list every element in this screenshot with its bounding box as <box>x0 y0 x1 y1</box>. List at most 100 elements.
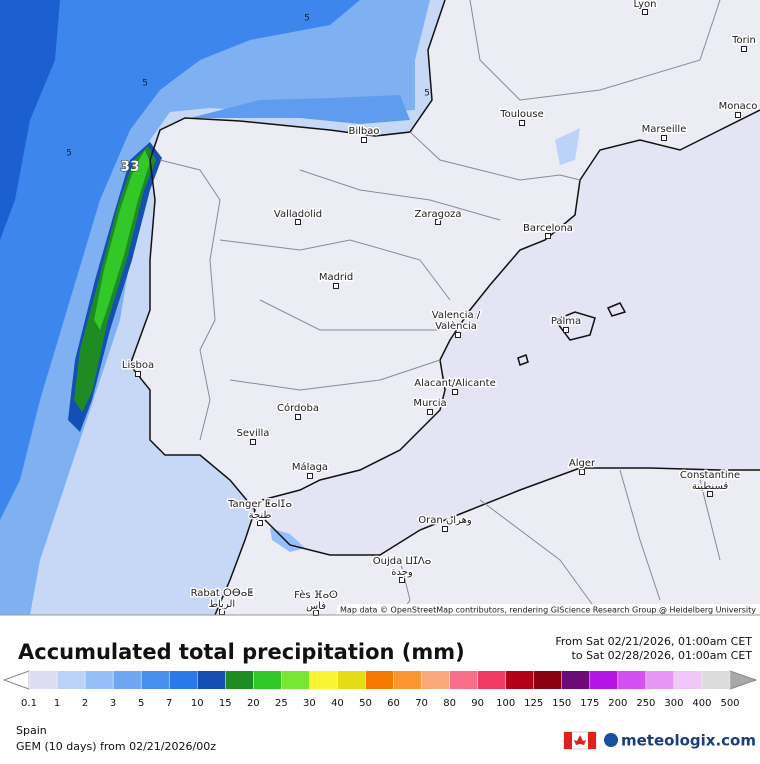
city-marker <box>399 577 405 583</box>
scale-arrow-left <box>2 670 30 690</box>
scale-segment <box>561 671 590 689</box>
city-marker <box>219 609 225 615</box>
border <box>159 159 221 441</box>
contour-label: 5 <box>66 149 72 159</box>
city-label: Sevilla <box>237 428 270 439</box>
scale-segment <box>169 671 198 689</box>
city-label: Oujda ⵡⵊⴷⴰ <box>373 556 432 567</box>
mediterranean <box>265 110 760 555</box>
city-label: Lisboa <box>122 360 154 371</box>
island <box>606 302 627 317</box>
scale-tick-label: 200 <box>608 698 627 709</box>
city-label: Torin <box>731 35 756 46</box>
city-marker <box>333 283 339 289</box>
scale-segment <box>505 671 534 689</box>
scale-tick-label: 60 <box>387 698 400 709</box>
contour-label: 5 <box>142 79 148 89</box>
scale-segment <box>365 671 394 689</box>
city-label: Marseille <box>642 124 687 135</box>
city-label: Valencia / <box>432 310 481 321</box>
scale-tick-label: 175 <box>580 698 599 709</box>
scale-tick-label: 1 <box>54 698 60 709</box>
coastline <box>261 109 760 501</box>
city-marker <box>442 526 448 532</box>
scale-segment <box>197 671 226 689</box>
contour-label: 33 <box>120 159 139 175</box>
city-marker <box>361 137 367 143</box>
city-label: Zaragoza <box>414 209 461 220</box>
scale-tick-label: 0.1 <box>21 698 37 709</box>
scale-segment <box>533 671 562 689</box>
city-label: Monaco <box>719 101 758 112</box>
contour-label: 5 <box>424 89 430 99</box>
scale-segment <box>113 671 142 689</box>
scale-tick-label: 50 <box>359 698 372 709</box>
city-label: فاس <box>306 601 326 612</box>
scale-segment <box>29 671 58 689</box>
scale-segment <box>309 671 338 689</box>
attribution-background <box>337 604 760 615</box>
border <box>219 169 501 391</box>
city-label: Rabat ⵔⴱⴰⵟ <box>191 588 254 599</box>
scale-tick-label: 150 <box>552 698 571 709</box>
scale-segment <box>589 671 618 689</box>
scale-tick-label: 125 <box>524 698 543 709</box>
city-label: طنجة <box>249 510 272 521</box>
city-marker <box>741 46 747 52</box>
scale-tick-label: 300 <box>664 698 683 709</box>
border <box>409 131 581 181</box>
legend-panel: Accumulated total precipitation (mm) Fro… <box>0 614 760 753</box>
city-label: Málaga <box>292 461 328 473</box>
atlantic-deepest <box>0 0 60 240</box>
city-label: Murcia <box>413 398 446 409</box>
scale-tick-label: 90 <box>471 698 484 709</box>
scale-segment <box>673 671 702 689</box>
valid-from: From Sat 02/21/2026, 01:00am CET <box>555 635 752 648</box>
heavy-band-core <box>94 150 150 330</box>
atlantic-deep <box>0 0 360 520</box>
scale-segment <box>617 671 646 689</box>
city-marker <box>250 439 256 445</box>
city-marker <box>427 409 433 415</box>
city-marker <box>519 120 525 126</box>
scale-tick-label: 7 <box>166 698 172 709</box>
contour-labels: 5 5 5 5 33 <box>66 14 430 176</box>
scale-segment <box>477 671 506 689</box>
city-label: الرباط <box>209 599 235 610</box>
city-label: Lyon <box>633 0 656 10</box>
city-label: Tanger ⵟⴰⵏⵊⴰ <box>227 499 292 510</box>
scale-segment <box>253 671 282 689</box>
border <box>399 469 721 616</box>
city-label: Fès ⴼⴰⵙ <box>294 589 338 601</box>
rain-patch <box>555 128 580 165</box>
city-marker <box>455 332 461 338</box>
city-marker <box>563 327 569 333</box>
city-label: Toulouse <box>499 109 543 120</box>
scale-tick-label: 3 <box>110 698 116 709</box>
map: Map data © OpenStreetMap contributors, r… <box>0 0 760 616</box>
city-label: Constantine <box>680 470 740 481</box>
city-marker <box>642 9 648 15</box>
city-marker <box>661 135 667 141</box>
scale-tick-label: 15 <box>219 698 232 709</box>
scale-segment <box>449 671 478 689</box>
city-label: València <box>435 320 477 332</box>
scale-segment <box>57 671 86 689</box>
scale-tick-label: 2 <box>82 698 88 709</box>
scale-arrow-right <box>729 670 758 690</box>
canada-flag <box>563 731 597 750</box>
attribution: Map data © OpenStreetMap contributors, r… <box>340 606 756 615</box>
biscay-patch <box>190 95 410 124</box>
scale-segment <box>645 671 674 689</box>
city-label: Alger <box>569 458 596 469</box>
city-marker <box>435 219 441 225</box>
city-label: Córdoba <box>277 402 319 414</box>
scale-segment <box>421 671 450 689</box>
scale-segment <box>85 671 114 689</box>
scale-segment <box>337 671 366 689</box>
city-label: Oran وهران <box>418 515 472 526</box>
city-marker <box>707 491 713 497</box>
island <box>517 354 529 366</box>
scale-segment <box>701 671 730 689</box>
scale-segment <box>225 671 254 689</box>
